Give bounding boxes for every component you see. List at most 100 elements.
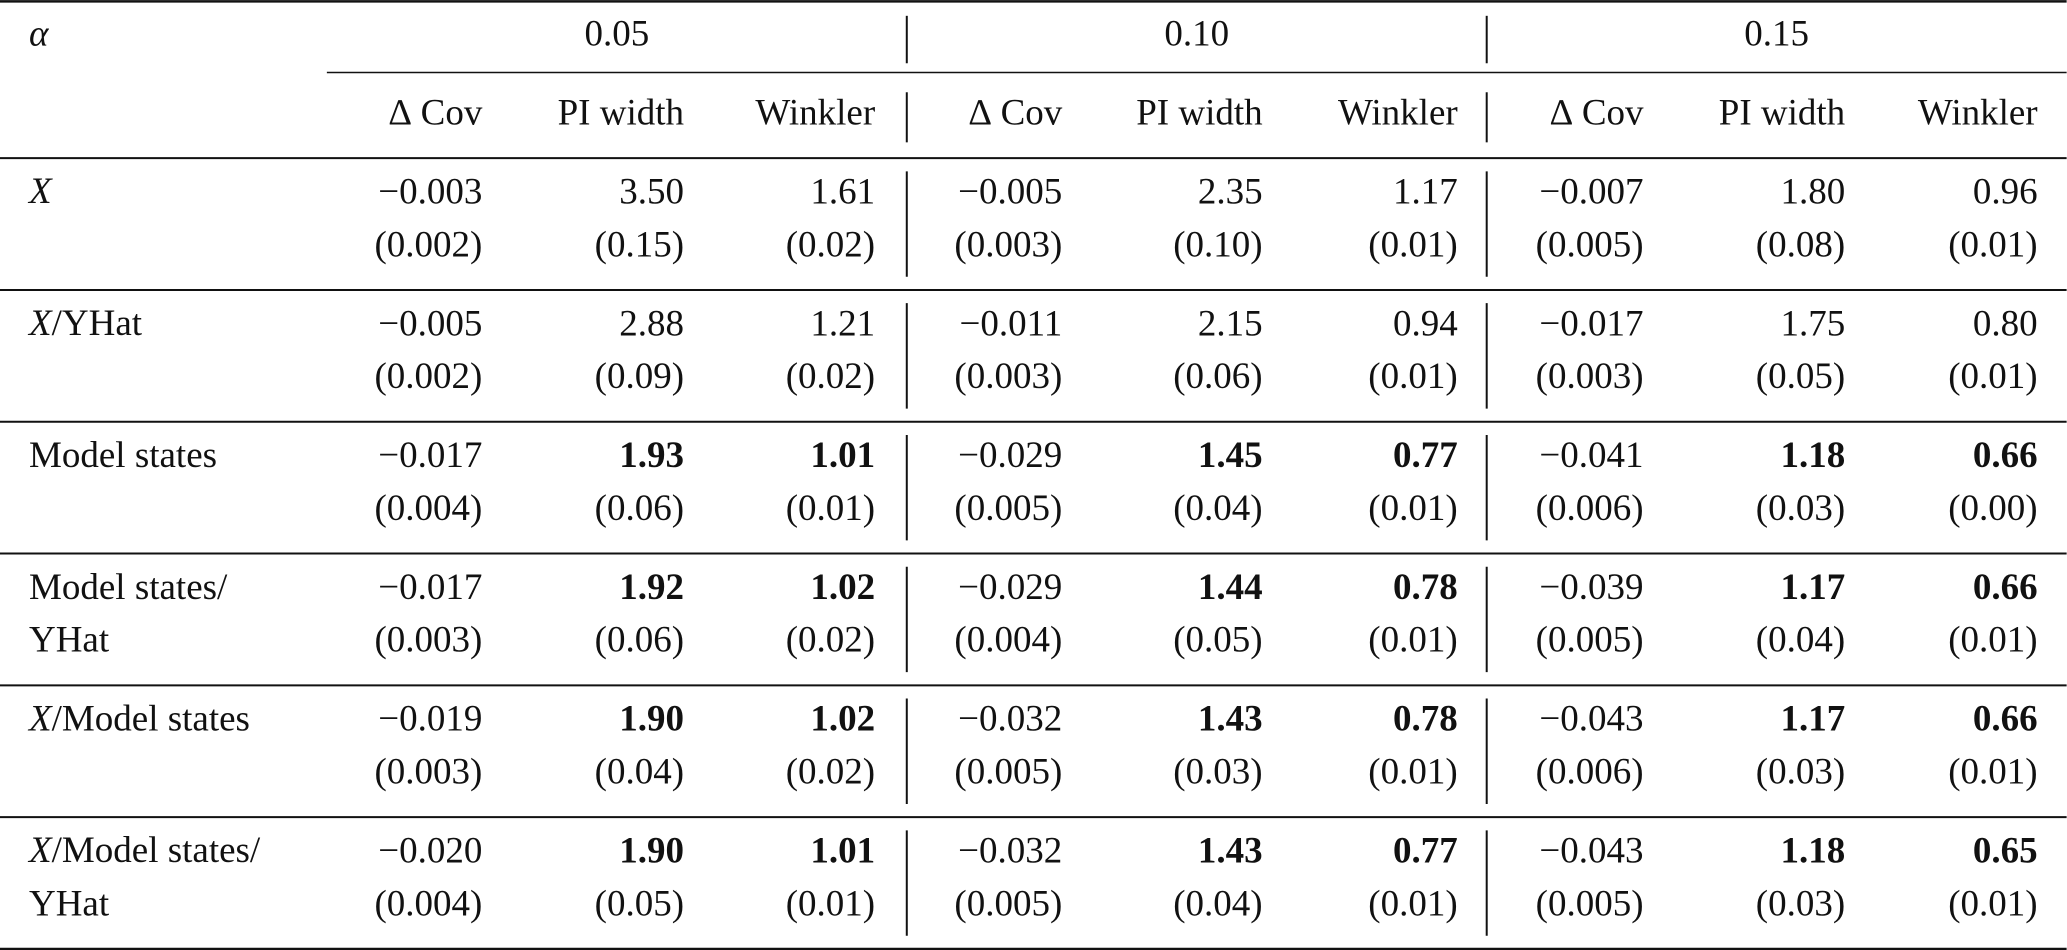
cell-value: −0.029 (958, 567, 1062, 608)
cell-value: 1.90 (619, 831, 684, 872)
column-header: Winkler (755, 92, 875, 133)
cell-se: (0.003) (374, 620, 482, 661)
row-label: YHat (29, 620, 110, 661)
cell-value: 1.44 (1198, 567, 1263, 608)
cell-se: (0.06) (1173, 356, 1262, 397)
cell-value: 1.02 (810, 567, 875, 608)
cell-se: (0.003) (374, 751, 482, 792)
cell-value: 0.66 (1973, 567, 2038, 608)
cell-se: (0.003) (1536, 356, 1644, 397)
cell-value: 0.66 (1973, 435, 2038, 476)
cell-se: (0.04) (1756, 620, 1845, 661)
group-header: 0.10 (1164, 13, 1229, 54)
column-header: ∆ Cov (969, 92, 1063, 133)
cell-se: (0.01) (1368, 356, 1457, 397)
cell-se: (0.01) (786, 488, 875, 529)
cell-value: 1.43 (1198, 699, 1263, 740)
cell-value: −0.041 (1539, 435, 1643, 476)
cell-se: (0.03) (1756, 883, 1845, 924)
cell-value: −0.020 (378, 831, 482, 872)
row-label: X/Model states/ (27, 831, 261, 872)
row-label: X/YHat (27, 303, 143, 344)
cell-value: −0.043 (1539, 699, 1643, 740)
cell-se: (0.05) (595, 883, 684, 924)
cell-se: (0.01) (1948, 883, 2037, 924)
cell-value: −0.017 (1539, 303, 1643, 344)
column-header: Winkler (1338, 92, 1458, 133)
cell-se: (0.004) (374, 488, 482, 529)
cell-se: (0.01) (1368, 488, 1457, 529)
cell-se: (0.09) (595, 356, 684, 397)
cell-value: −0.005 (958, 172, 1062, 213)
corner-label: α (29, 13, 50, 54)
cell-value: 1.90 (619, 699, 684, 740)
cell-value: 2.35 (1198, 172, 1263, 213)
cell-se: (0.06) (595, 620, 684, 661)
column-header: ∆ Cov (389, 92, 483, 133)
cell-value: 0.94 (1393, 303, 1458, 344)
cell-se: (0.004) (374, 883, 482, 924)
cell-se: (0.002) (374, 356, 482, 397)
cell-value: 1.92 (619, 567, 684, 608)
cell-se: (0.01) (1368, 751, 1457, 792)
cell-se: (0.01) (1948, 751, 2037, 792)
cell-se: (0.005) (1536, 620, 1644, 661)
cell-se: (0.003) (954, 356, 1062, 397)
cell-se: (0.01) (1948, 620, 2037, 661)
cell-value: 0.77 (1393, 435, 1458, 476)
cell-value: −0.005 (378, 303, 482, 344)
cell-value: −0.029 (958, 435, 1062, 476)
cell-se: (0.05) (1173, 620, 1262, 661)
cell-se: (0.04) (1173, 883, 1262, 924)
cell-value: 0.96 (1973, 172, 2038, 213)
cell-se: (0.01) (1948, 224, 2037, 265)
column-header: PI width (1136, 92, 1263, 133)
cell-se: (0.02) (786, 356, 875, 397)
column-header: PI width (1719, 92, 1846, 133)
cell-se: (0.003) (954, 224, 1062, 265)
cell-se: (0.08) (1756, 224, 1845, 265)
cell-value: 1.43 (1198, 831, 1263, 872)
cell-value: 2.15 (1198, 303, 1263, 344)
group-header: 0.15 (1744, 13, 1809, 54)
cell-value: 1.18 (1780, 831, 1845, 872)
cell-se: (0.15) (595, 224, 684, 265)
cell-se: (0.03) (1756, 751, 1845, 792)
cell-se: (0.005) (954, 488, 1062, 529)
cell-se: (0.005) (954, 883, 1062, 924)
cell-value: 0.78 (1393, 699, 1458, 740)
cell-se: (0.04) (1173, 488, 1262, 529)
cell-value: 1.45 (1198, 435, 1263, 476)
cell-se: (0.10) (1173, 224, 1262, 265)
cell-value: 2.88 (619, 303, 684, 344)
cell-value: −0.032 (958, 831, 1062, 872)
cell-se: (0.02) (786, 751, 875, 792)
cell-se: (0.01) (786, 883, 875, 924)
cell-value: 1.01 (810, 831, 875, 872)
cell-value: 0.66 (1973, 699, 2038, 740)
cell-value: 1.17 (1780, 567, 1845, 608)
cell-value: −0.017 (378, 435, 482, 476)
cell-value: 0.77 (1393, 831, 1458, 872)
cell-value: 1.80 (1780, 172, 1845, 213)
cell-se: (0.005) (1536, 224, 1644, 265)
cell-value: −0.019 (378, 699, 482, 740)
cell-se: (0.002) (374, 224, 482, 265)
cell-value: −0.011 (960, 303, 1063, 344)
cell-se: (0.01) (1368, 224, 1457, 265)
cell-value: −0.007 (1539, 172, 1643, 213)
cell-se: (0.00) (1948, 488, 2037, 529)
cell-se: (0.006) (1536, 488, 1644, 529)
cell-se: (0.01) (1368, 620, 1457, 661)
cell-se: (0.03) (1173, 751, 1262, 792)
row-label: Model states/ (29, 567, 228, 608)
column-header: ∆ Cov (1550, 92, 1644, 133)
row-label: X (27, 172, 53, 213)
cell-value: 1.21 (810, 303, 875, 344)
cell-value: 1.75 (1780, 303, 1845, 344)
cell-se: (0.005) (1536, 883, 1644, 924)
cell-se: (0.02) (786, 224, 875, 265)
row-label: Model states (29, 435, 217, 476)
